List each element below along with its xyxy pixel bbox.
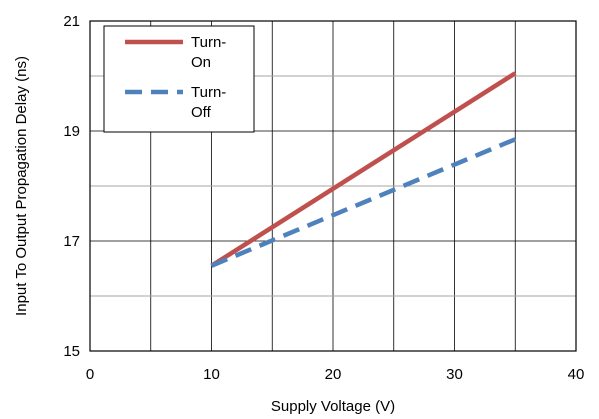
x-tick-label: 10 [203,366,220,383]
legend: Turn- On Turn- Off [103,25,255,133]
x-tick-label: 30 [446,366,463,383]
x-axis-label: Supply Voltage (V) [271,398,395,415]
plot-frame [89,20,577,352]
x-tick-label: 20 [325,366,342,383]
tick-labels: 0 10 20 30 40 15 17 19 21 [63,13,584,383]
y-axis-label: Input To Output Propagation Delay (ns) [13,56,30,316]
legend-label: Turn- [191,34,226,51]
x-tick-label: 0 [86,366,94,383]
y-tick-label: 19 [63,123,80,140]
y-tick-label: 15 [63,343,80,360]
legend-label: On [191,54,211,71]
legend-label: Turn- [191,84,226,101]
turn-off-series-line [210,137,517,268]
x-tick-label: 40 [568,366,585,383]
series-lines [210,71,517,268]
y-tick-label: 21 [63,13,80,30]
y-tick-label: 17 [63,233,80,250]
legend-label: Off [191,104,212,121]
turn-on-series-line [210,71,517,268]
